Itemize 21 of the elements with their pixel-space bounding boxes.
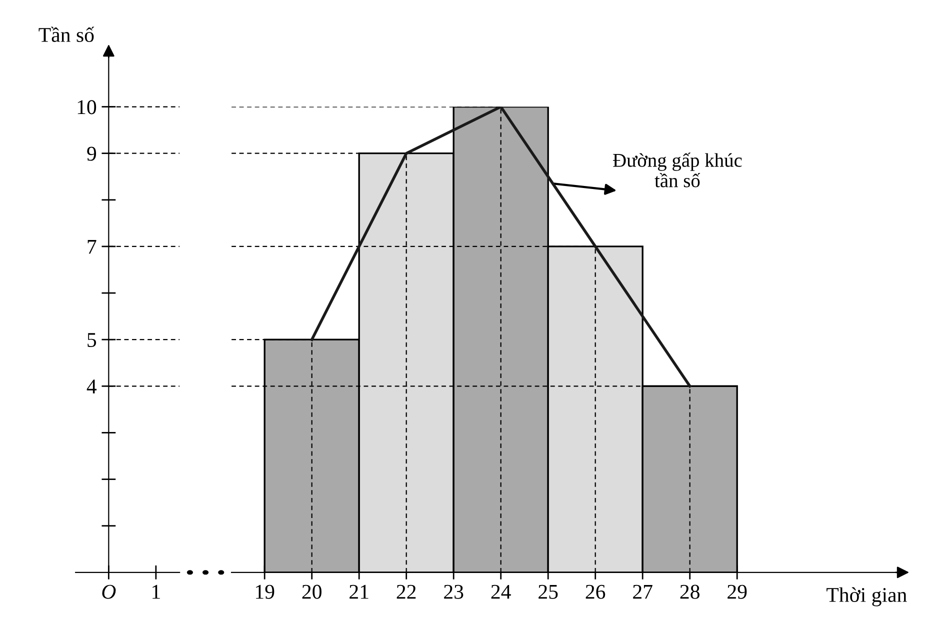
x-tick-label: 24 xyxy=(491,584,511,599)
annotation: Đường gấp khúc tần số xyxy=(613,152,742,188)
x-tick-label: 29 xyxy=(728,584,747,599)
x-tick-label: 25 xyxy=(538,584,558,599)
x-tick-label: 22 xyxy=(396,584,416,599)
y-tick-label: 9 xyxy=(87,146,96,161)
x-tick-label: 26 xyxy=(586,584,606,599)
x-axis-title: Thời gian xyxy=(826,587,907,606)
y-tick-label: 10 xyxy=(78,100,96,114)
x-tick-label: 1 xyxy=(152,584,160,599)
y-tick-label: 7 xyxy=(88,240,96,254)
x-tick-label: 21 xyxy=(350,584,368,599)
x-tick-label: 23 xyxy=(444,584,464,599)
x-tick-label: 27 xyxy=(633,584,652,599)
x-tick-label: O xyxy=(102,584,116,599)
y-axis-title: Tần số xyxy=(38,26,94,42)
x-tick-label: 20 xyxy=(302,584,322,599)
x-tick-label: 19 xyxy=(256,584,274,599)
x-tick-label: 28 xyxy=(680,584,700,599)
y-tick-label: 5 xyxy=(88,333,96,348)
y-tick-label: 4 xyxy=(86,380,97,394)
